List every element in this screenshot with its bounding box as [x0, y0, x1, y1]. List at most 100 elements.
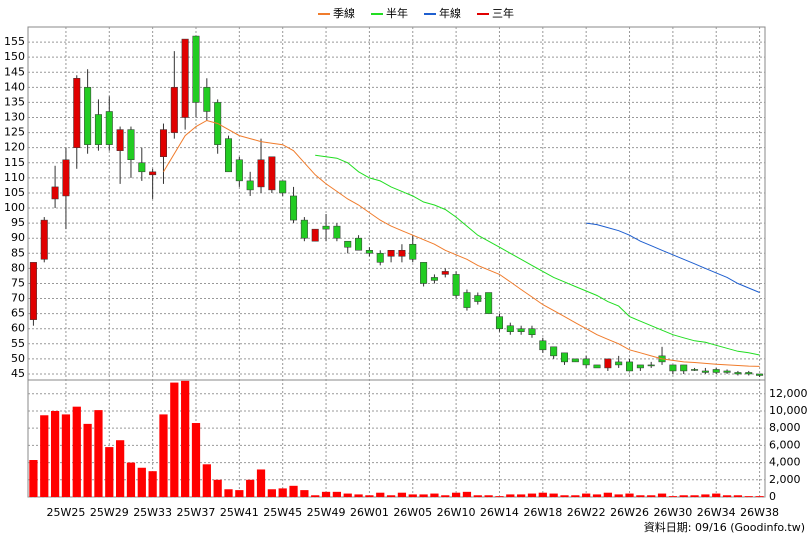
candle-body [701, 370, 709, 373]
candle-body [149, 171, 157, 176]
candle-body [159, 129, 167, 157]
y-tick-label: 100 [4, 201, 25, 214]
volume-bar [733, 495, 743, 497]
candle-body [474, 295, 482, 302]
candle-body [192, 35, 200, 103]
x-tick-label: 26W22 [567, 506, 606, 519]
legend-label: 三年 [492, 6, 514, 20]
y2-tick-label: 0 [769, 490, 776, 503]
candle-body [279, 180, 287, 194]
volume-bar [289, 485, 298, 497]
candle-body [105, 111, 113, 145]
volume-bar [278, 488, 287, 497]
candle-body [246, 180, 254, 191]
source-note: 資料日期: 09/16 (Goodinfo.tw) [644, 520, 805, 534]
x-tick-label: 25W25 [46, 506, 85, 519]
candle-body [517, 328, 525, 332]
x-tick-label: 26W05 [393, 506, 432, 519]
volume-bar [755, 496, 764, 497]
candle-body [73, 78, 81, 148]
candle-body [626, 361, 634, 372]
volume-bar [181, 380, 190, 497]
candle-body [94, 114, 102, 145]
volume-bar [159, 414, 168, 497]
y-tick-label: 65 [11, 307, 25, 320]
volume-bar [105, 447, 114, 497]
volume-bar [267, 489, 276, 497]
volume-bar [636, 495, 645, 497]
candle-body [604, 358, 612, 369]
candle-body [376, 253, 384, 263]
volume-bar [256, 469, 266, 497]
candle-body [116, 129, 124, 151]
y2-tick-label: 6,000 [769, 438, 801, 451]
candle-body [550, 346, 558, 357]
volume-bar [582, 493, 591, 497]
candle-body [333, 225, 341, 239]
candle-body [51, 186, 59, 200]
volume-bar [300, 490, 309, 497]
candle-body [712, 369, 720, 373]
ma-line [586, 222, 760, 293]
volume-bar [321, 491, 331, 497]
volume-bar [495, 496, 504, 497]
legend-label: 半年 [386, 6, 408, 20]
y-tick-label: 110 [4, 171, 25, 184]
volume-bar [592, 494, 602, 497]
candle-body [430, 277, 438, 281]
y-tick-label: 105 [4, 186, 25, 199]
volume-bar [224, 489, 233, 497]
candle-body [387, 250, 395, 257]
volume-bar [137, 467, 146, 497]
x-tick-label: 26W26 [610, 506, 649, 519]
y-tick-label: 155 [4, 35, 25, 48]
volume-bar [701, 494, 710, 497]
y-tick-label: 120 [4, 141, 25, 154]
candle-body [84, 87, 92, 145]
candle-body [355, 237, 363, 251]
volume-bar [170, 382, 179, 497]
candle-body [268, 156, 276, 191]
volume-bar [538, 492, 547, 497]
candle-body [420, 262, 428, 284]
volume-bar [235, 490, 244, 497]
volume-bar [462, 491, 472, 497]
volume-bar [527, 493, 537, 497]
legend-label: 季線 [333, 6, 355, 20]
volume-bar [29, 460, 38, 497]
volume-bar [560, 495, 569, 497]
volume-bar [354, 494, 363, 497]
candle-body [322, 225, 330, 230]
candle-body [636, 364, 644, 369]
legend-label: 年線 [439, 6, 461, 20]
volume-bar [647, 495, 656, 497]
volume-bar [213, 479, 222, 497]
plot-frame [27, 26, 766, 498]
candle-body [615, 361, 623, 366]
candle-body [463, 292, 471, 308]
candle-body [582, 358, 590, 366]
candle-body [62, 159, 70, 197]
candle-body [745, 372, 753, 375]
volume-bar [517, 494, 526, 497]
candle-body [203, 87, 211, 112]
volume-bar [614, 494, 623, 497]
candle-body [528, 328, 536, 335]
candle-body [560, 352, 568, 363]
candle-body [290, 195, 298, 221]
ma-line [315, 154, 760, 356]
y-tick-label: 150 [4, 50, 25, 63]
x-tick-label: 25W33 [133, 506, 172, 519]
y-tick-label: 95 [11, 216, 25, 229]
candle-body [29, 262, 37, 320]
x-tick-label: 26W18 [523, 506, 562, 519]
volume-bar [722, 495, 732, 497]
candle-body [181, 38, 189, 118]
volume-bar [397, 492, 407, 497]
volume-bar [603, 492, 612, 497]
volume-bar [625, 493, 634, 497]
volume-bar [506, 494, 515, 497]
x-tick-label: 26W30 [653, 506, 692, 519]
x-tick-label: 26W34 [697, 506, 736, 519]
